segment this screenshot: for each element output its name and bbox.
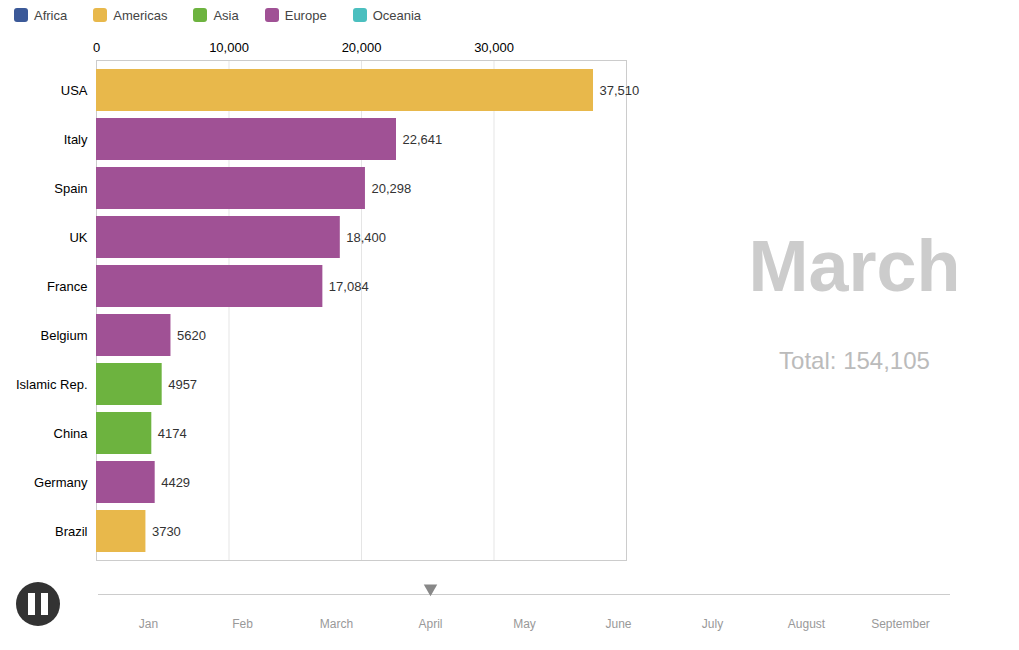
- svg-text:France: France: [47, 279, 87, 294]
- svg-text:4429: 4429: [161, 475, 190, 490]
- svg-text:September: September: [871, 617, 930, 631]
- svg-text:10,000: 10,000: [209, 40, 249, 55]
- html-text:Asia: Asia: [213, 7, 239, 23]
- svg-text:March: March: [320, 617, 353, 631]
- svg-text:Germany: Germany: [34, 475, 88, 490]
- svg-text:4957: 4957: [168, 377, 197, 392]
- html-text:Oceania: Oceania: [372, 7, 422, 23]
- svg-text:Spain: Spain: [54, 181, 87, 196]
- svg-text:0: 0: [93, 40, 100, 55]
- html-text:Europe: Europe: [284, 7, 327, 23]
- svg-text:5620: 5620: [177, 328, 206, 343]
- svg-text:June: June: [605, 617, 631, 631]
- svg-text:Jan: Jan: [139, 617, 158, 631]
- svg-text:Islamic Rep.: Islamic Rep.: [16, 377, 88, 392]
- svg-text:USA: USA: [61, 83, 88, 98]
- html-text:Americas: Americas: [113, 7, 168, 23]
- html-text:March: March: [748, 226, 961, 307]
- svg-text:Feb: Feb: [232, 617, 253, 631]
- svg-text:May: May: [513, 617, 536, 631]
- svg-text:37,510: 37,510: [600, 83, 640, 98]
- svg-text:20,000: 20,000: [342, 40, 382, 55]
- svg-text:18,400: 18,400: [346, 230, 386, 245]
- svg-text:17,084: 17,084: [329, 279, 369, 294]
- svg-text:4174: 4174: [158, 426, 187, 441]
- svg-text:Brazil: Brazil: [55, 524, 88, 539]
- svg-text:July: July: [702, 617, 723, 631]
- svg-text:April: April: [418, 617, 442, 631]
- svg-text:Italy: Italy: [64, 132, 88, 147]
- svg-text:China: China: [54, 426, 89, 441]
- svg-text:UK: UK: [69, 230, 87, 245]
- html-text:Africa: Africa: [34, 7, 68, 23]
- svg-text:22,641: 22,641: [402, 132, 442, 147]
- svg-text:30,000: 30,000: [474, 40, 514, 55]
- html-text:Total: 154,105: Total: 154,105: [779, 346, 930, 374]
- svg-text:Belgium: Belgium: [41, 328, 88, 343]
- svg-text:3730: 3730: [152, 524, 181, 539]
- svg-text:20,298: 20,298: [371, 181, 411, 196]
- svg-text:August: August: [788, 617, 826, 631]
